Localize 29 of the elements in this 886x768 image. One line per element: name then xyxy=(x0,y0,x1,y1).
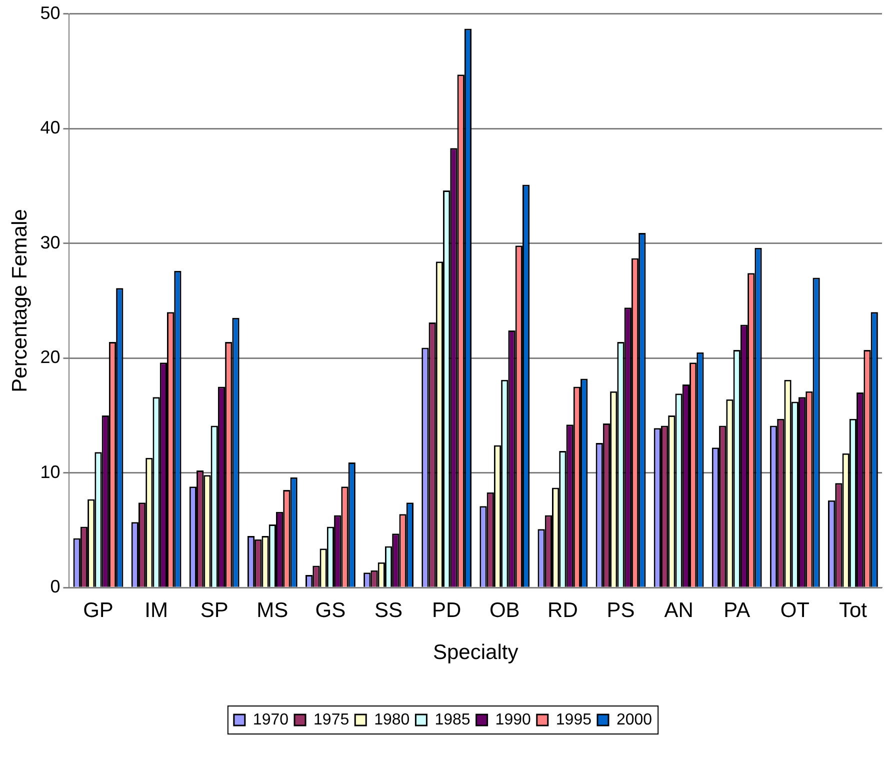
y-tick-label: 40 xyxy=(40,118,60,138)
x-tick-label: MS xyxy=(256,598,288,622)
y-tick-label: 0 xyxy=(50,576,60,597)
legend-label: 1990 xyxy=(495,711,531,728)
legend-label: 1970 xyxy=(252,711,289,728)
y-axis-title: Percentage Female xyxy=(8,209,32,392)
y-tick-label: 30 xyxy=(40,232,60,252)
y-tick-label: 50 xyxy=(40,2,60,23)
legend-label: 1975 xyxy=(314,711,350,728)
y-tick-label: 10 xyxy=(40,462,60,482)
legend-label: 2000 xyxy=(616,711,652,728)
x-tick-label: Tot xyxy=(838,598,868,622)
x-tick-label: SP xyxy=(200,598,228,622)
x-tick-label: PD xyxy=(432,598,462,622)
x-tick-label: GP xyxy=(83,598,114,622)
x-tick-label: IM xyxy=(144,598,168,622)
x-tick-label: PA xyxy=(724,598,750,622)
x-tick-label: RD xyxy=(548,598,578,622)
x-tick-label: SS xyxy=(374,598,403,622)
x-tick-label: PS xyxy=(606,598,635,622)
legend-label: 1995 xyxy=(556,711,592,728)
x-tick-label: GS xyxy=(315,598,346,622)
legend-label: 1985 xyxy=(434,711,470,728)
y-tick-label: 20 xyxy=(40,347,60,368)
x-axis-title: Specialty xyxy=(433,641,519,664)
x-tick-label: OB xyxy=(489,598,520,622)
x-tick-label: AN xyxy=(664,598,694,622)
x-tick-label: OT xyxy=(780,598,810,622)
legend-label: 1980 xyxy=(374,711,410,728)
